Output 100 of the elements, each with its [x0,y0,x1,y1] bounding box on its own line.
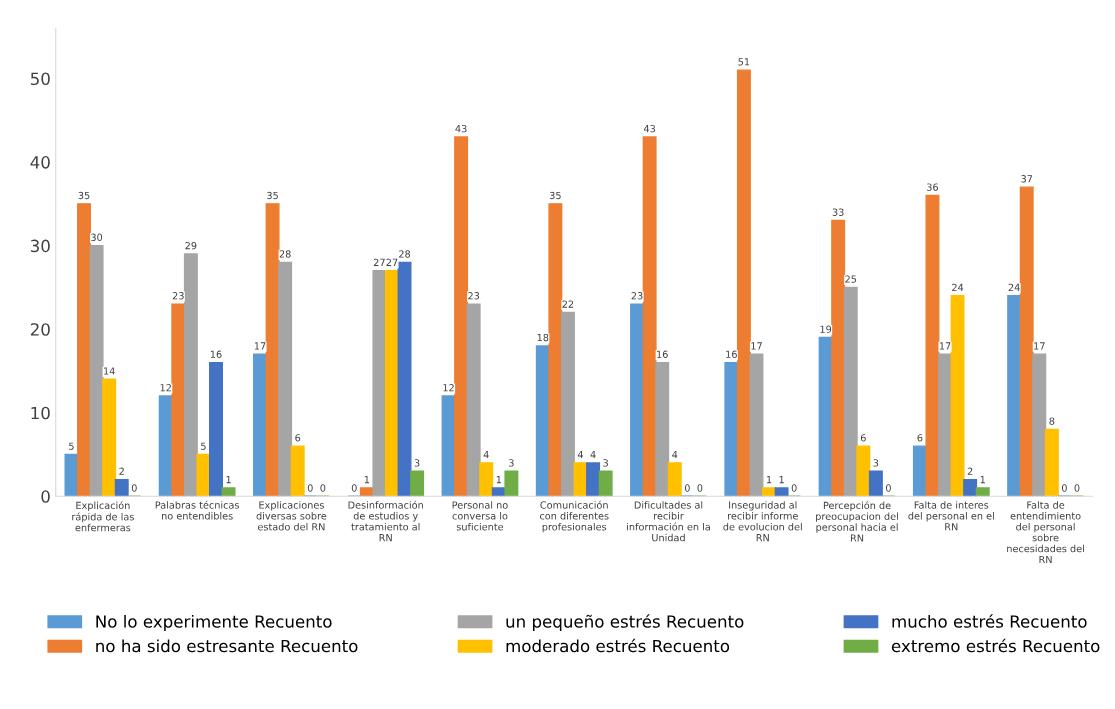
data-label: 17 [1034,342,1045,350]
data-label: 6 [860,434,866,442]
bar [1044,428,1059,497]
bar [1019,186,1034,497]
data-label: 0 [697,484,703,492]
data-label: 0 [1074,484,1080,492]
data-label: 0 [307,484,313,492]
data-label: 1 [767,476,772,484]
data-label: 17 [751,342,762,350]
bar [963,478,978,497]
bar [868,470,883,497]
data-label: 12 [160,384,171,392]
bar [171,303,186,497]
data-label: 23 [172,292,184,300]
bar [736,69,751,497]
data-label: 2 [967,467,973,475]
data-label: 4 [577,450,584,459]
data-label: 1 [496,476,502,484]
bar [209,361,223,497]
data-label: 23 [631,292,643,300]
legend-label: No lo experimente Recuento [96,614,332,632]
legend-label: moderado estrés Recuento [506,638,730,653]
bar [64,453,79,497]
data-label: 2 [119,467,124,475]
data-label: 0 [351,484,357,492]
bar [843,286,858,497]
bar [548,203,563,497]
data-label: 0 [791,484,797,492]
y-tick-label: 10 [31,406,50,420]
data-label: 5 [69,442,74,450]
x-tick-label: Falta de entendimiento del personal sobre necesidades del RN [1007,501,1084,563]
bar [1007,295,1022,497]
bar [724,361,739,497]
bar [762,487,777,497]
data-label: 35 [267,191,278,200]
bar [89,244,104,497]
data-label: 14 [104,367,115,375]
data-label: 29 [185,241,197,250]
bar [856,445,871,497]
bar [560,311,575,497]
x-tick-label: Comunicación con diferentes profesionales [539,500,609,533]
data-label: 24 [1008,283,1020,291]
bar [372,269,387,497]
bar [586,462,601,497]
bar [774,487,789,497]
legend-label: extremo estrés Recuento [891,638,1100,653]
bar [253,353,267,497]
x-tick-label: Percepción de preocupacion del personal hacia el RN [816,501,898,542]
bar [504,470,519,497]
data-label: 12 [443,384,454,392]
data-label: 4 [590,450,596,459]
legend-label: mucho estrés Recuento [892,614,1087,628]
bar [384,269,399,497]
data-label: 5 [201,442,206,450]
data-label: 3 [603,459,608,467]
bar [975,487,990,497]
data-label: 4 [483,450,489,459]
data-label: 3 [873,459,879,467]
data-label: 36 [927,183,939,191]
data-label: 19 [820,325,832,333]
bar [479,462,494,497]
data-label: 8 [1049,417,1055,425]
data-label: 37 [1021,175,1033,183]
data-label: 6 [917,434,923,442]
data-label: 51 [738,58,750,66]
bar [630,303,645,497]
legend-label: no ha sido estresante Recuento [96,639,358,653]
y-tick-label: 30 [30,239,50,253]
legend-label: un pequeño estrés Recuento [506,614,744,632]
data-label: 28 [279,250,291,258]
data-label: 17 [939,342,951,350]
x-tick-label: Personal no conversa lo suficiente [452,501,508,531]
data-label: 28 [399,250,411,258]
bar [290,445,305,497]
data-label: 18 [537,333,549,342]
x-tick-label: Explicaciones diversas sobre estado del RN [256,501,327,531]
data-label: 0 [131,484,137,492]
bar [102,378,117,497]
x-tick-label: Dificultades al recibir información en la Unidad [627,501,710,542]
data-label: 43 [455,124,467,133]
data-label: 0 [320,484,326,492]
bar [938,353,952,497]
data-label: 30 [91,233,103,241]
data-label: 3 [509,459,514,467]
data-label: 1 [779,476,784,484]
data-label: 6 [295,434,301,442]
bar [598,470,613,497]
data-label: 1 [364,476,370,484]
bar [77,203,92,497]
y-tick-label: 40 [30,156,50,169]
bar [454,136,469,497]
bar [655,361,670,497]
x-tick-label: Explicación rápida de las enfermeras [72,501,134,532]
bar [831,219,846,497]
data-label: 16 [726,350,737,358]
data-label: 17 [254,342,266,350]
data-label: 0 [886,484,891,492]
x-tick-label: Inseguridad al recibir informe de evolucion del RN [723,501,802,542]
data-label: 23 [468,292,480,300]
bar [397,261,412,497]
